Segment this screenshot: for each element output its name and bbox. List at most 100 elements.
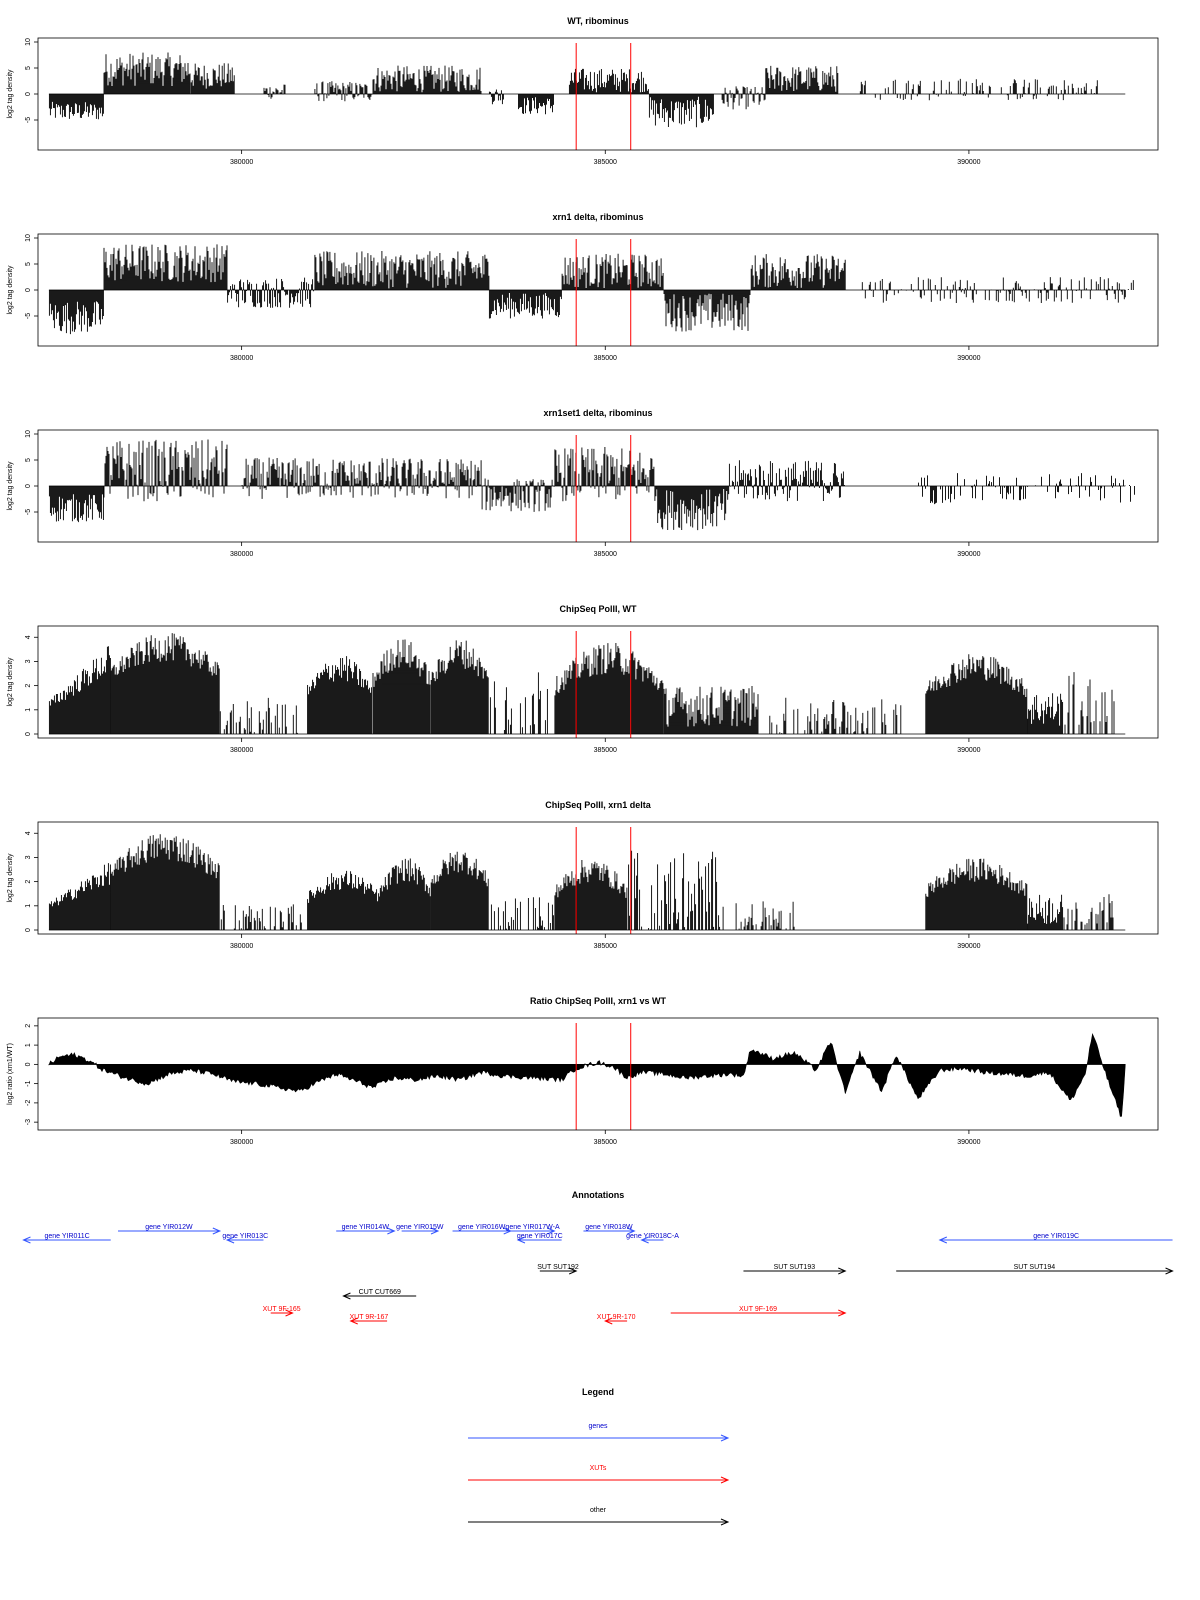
annotation-label: gene YIR017C <box>517 1233 563 1240</box>
y-tick-label: 5 <box>25 458 32 462</box>
data-bar-segment <box>103 439 228 502</box>
y-tick-label: 5 <box>25 66 32 70</box>
data-bar-segment <box>1063 894 1114 930</box>
chart-panel-4: ChipSeq PolII, WT log2 tag density 4 3 2 1 0 38… <box>7 604 1159 754</box>
annotation-label: gene YIR015W <box>396 1224 444 1231</box>
arrowhead-left-icon <box>342 1292 351 1300</box>
data-bar-segment <box>918 473 1135 505</box>
data-bar-segment <box>1027 693 1064 734</box>
y-axis-label: log2 tag density <box>7 853 14 903</box>
annotation-label: gene YIR014W <box>342 1224 390 1231</box>
arrowhead-left-icon <box>640 1236 649 1244</box>
y-tick-label: -3 <box>25 1119 32 1125</box>
y-tick-label: 4 <box>25 635 32 639</box>
data-bar-segment <box>48 646 111 734</box>
annotation-label: gene YIR019C <box>1033 1233 1079 1240</box>
y-axis-label: log2 tag density <box>7 69 14 119</box>
y-tick-label: 4 <box>25 831 32 835</box>
arrowhead-right-icon <box>1165 1267 1174 1275</box>
annotation-label: SUT SUT193 <box>774 1264 816 1271</box>
data-bar-segment <box>48 486 104 523</box>
data-bar-segment <box>190 63 235 94</box>
data-bar-segment <box>481 478 555 512</box>
y-tick-label: -2 <box>25 1100 32 1106</box>
annotation-label: XUT 9F-169 <box>739 1306 777 1313</box>
data-bar-segment <box>925 858 1028 930</box>
x-tick-label: 390000 <box>957 355 980 362</box>
arrowhead-left-icon <box>349 1317 358 1325</box>
data-bar-segment <box>765 65 839 94</box>
arrowhead-left-icon <box>22 1236 31 1244</box>
arrowhead-right-icon <box>720 1434 730 1442</box>
y-tick-label: -5 <box>25 509 32 515</box>
x-tick-label: 390000 <box>957 1139 980 1146</box>
y-tick-label: 5 <box>25 262 32 266</box>
legend-entry-label: genes <box>588 1423 608 1430</box>
y-tick-label: 3 <box>25 855 32 859</box>
y-tick-label: 0 <box>25 732 32 736</box>
data-bar-segment <box>241 457 482 499</box>
chart-panel-1: WT, ribominus log2 tag density 10 5 0 -5 38000… <box>7 16 1159 166</box>
chart-panel-5: ChipSeq PolII, xrn1 delta log2 tag densit… <box>7 800 1159 950</box>
y-tick-label: 1 <box>25 904 32 908</box>
arrowhead-right-icon <box>503 1227 512 1235</box>
arrowhead-left-icon <box>225 1236 235 1244</box>
data-bar-segment <box>314 81 373 102</box>
plot-frame <box>37 37 1159 151</box>
arrowhead-right-icon <box>838 1267 847 1275</box>
data-bar-segment <box>314 251 490 290</box>
x-tick-label: 385000 <box>594 551 617 558</box>
data-bar-segment <box>861 277 1134 303</box>
annotation-label: gene YIR018W <box>585 1224 633 1231</box>
data-bar-segment <box>722 901 795 930</box>
data-bar-segment <box>656 486 730 531</box>
x-tick-label: 390000 <box>957 943 980 950</box>
annotation-label: XUT 9F-165 <box>263 1306 301 1313</box>
arrowhead-right-icon <box>720 1476 730 1484</box>
data-bar-segment <box>48 94 104 120</box>
panel-title: xrn1set1 delta, ribominus <box>543 408 652 418</box>
data-bar-segment <box>769 697 902 734</box>
annotation-label: XUT 9R-167 <box>350 1314 389 1321</box>
annotation-label: gene YIR012W <box>145 1224 193 1231</box>
plot-frame <box>37 233 1159 347</box>
y-axis-label: log2 ratio (xrn1/WT) <box>7 1043 14 1105</box>
x-tick-label: 380000 <box>230 159 253 166</box>
annotations-panel: Annotations gene YIR011C gene YIR012W gene … <box>22 1190 1174 1325</box>
y-tick-label: -5 <box>25 117 32 123</box>
annotations-title: Annotations <box>572 1190 625 1200</box>
x-tick-label: 390000 <box>957 551 980 558</box>
x-tick-label: 380000 <box>230 1139 253 1146</box>
bar-series <box>48 244 1134 335</box>
data-bar-segment <box>103 52 191 94</box>
data-bar-segment <box>48 290 104 335</box>
bar-series <box>48 834 1114 930</box>
data-bar-segment <box>103 244 228 290</box>
ratio-area <box>48 1032 1126 1117</box>
annotation-label: gene YIR016W <box>458 1224 506 1231</box>
y-tick-label: 0 <box>25 484 32 488</box>
annotation-label: XUT 9R-170 <box>597 1314 636 1321</box>
x-tick-label: 385000 <box>594 747 617 754</box>
data-bar-segment <box>648 94 714 128</box>
y-tick-label: 1 <box>25 1043 32 1047</box>
panel-title: ChipSeq PolII, WT <box>560 604 637 614</box>
x-tick-label: 385000 <box>594 355 617 362</box>
data-bar-segment <box>1064 672 1115 734</box>
data-bar-segment <box>372 65 482 94</box>
arrowhead-right-icon <box>212 1227 222 1235</box>
arrowhead-left-icon <box>516 1236 526 1244</box>
chart-panel-3: xrn1set1 delta, ribominus log2 tag densit… <box>7 408 1159 558</box>
data-bar-segment <box>518 94 554 115</box>
y-axis-label: log2 tag density <box>7 265 14 315</box>
data-bar-segment <box>488 89 504 105</box>
annotation-label: SUT SUT194 <box>1014 1264 1056 1271</box>
data-bar-segment <box>568 68 649 94</box>
data-bar-segment <box>490 897 554 930</box>
arrowhead-right-icon <box>720 1518 730 1526</box>
panel-title: xrn1 delta, ribominus <box>552 212 643 222</box>
x-tick-label: 385000 <box>594 943 617 950</box>
x-tick-label: 380000 <box>230 551 253 558</box>
annotation-label: gene YIR011C <box>44 1233 89 1240</box>
y-tick-label: 2 <box>25 880 32 884</box>
